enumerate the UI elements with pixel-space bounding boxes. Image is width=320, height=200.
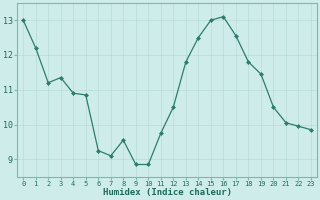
X-axis label: Humidex (Indice chaleur): Humidex (Indice chaleur) bbox=[103, 188, 232, 197]
